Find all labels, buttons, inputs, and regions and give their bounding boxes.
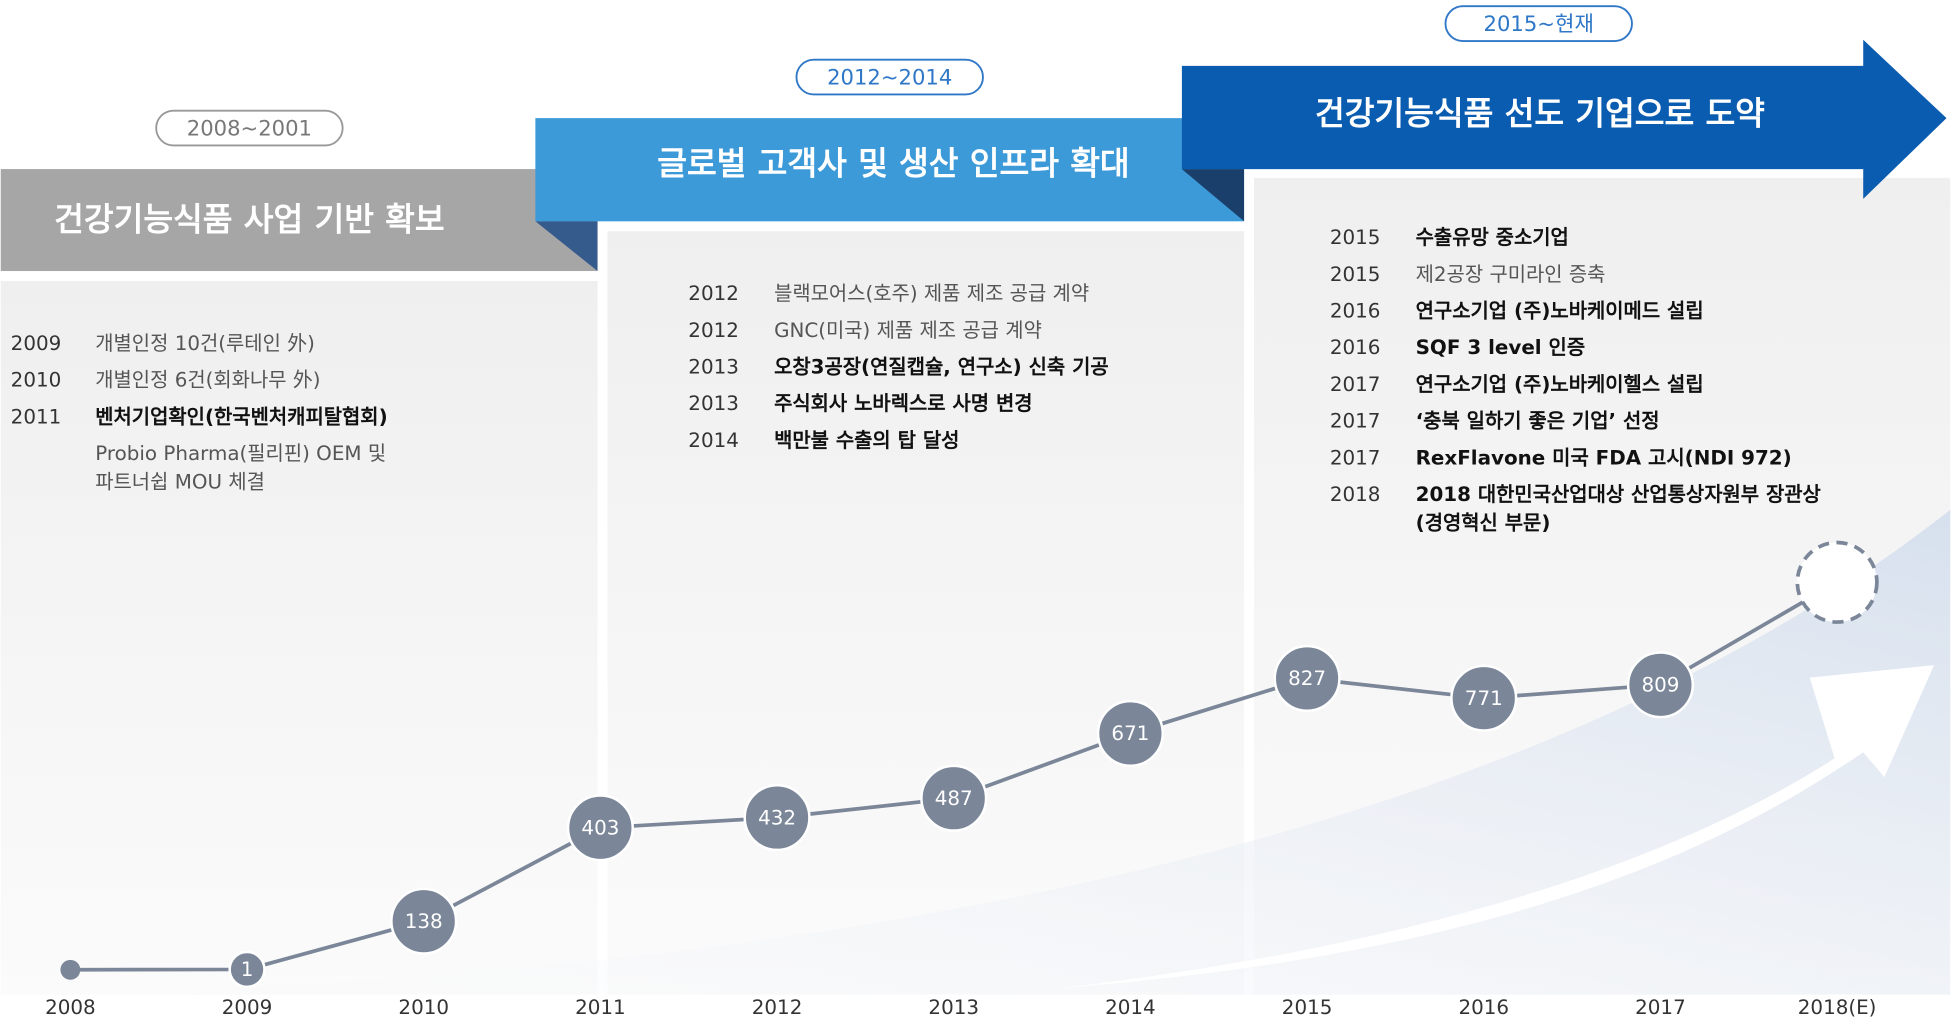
x-tick-label: 2013 bbox=[928, 996, 979, 1019]
point bbox=[1273, 644, 1341, 713]
data-label: 487 bbox=[935, 787, 973, 810]
period-pill bbox=[155, 109, 344, 147]
data-label: 671 bbox=[1111, 722, 1149, 745]
point bbox=[743, 784, 811, 852]
point bbox=[920, 764, 988, 832]
item-text: 주식회사 노바렉스로 사명 변경 bbox=[774, 392, 1032, 415]
item-text: 개별인정 6건(회화나무 外) bbox=[95, 369, 320, 392]
point bbox=[60, 959, 81, 980]
item-text: 연구소기업 (주)노바케이헬스 설립 bbox=[1416, 373, 1704, 396]
item-text: Probio Pharma(필리핀) OEM 및 bbox=[95, 442, 386, 465]
data-label: 403 bbox=[581, 817, 619, 840]
section-title: 글로벌 고객사 및 생산 인프라 확대 bbox=[657, 144, 1129, 182]
panel bbox=[0, 280, 598, 995]
point bbox=[1096, 699, 1164, 767]
period-label: 2012~2014 bbox=[827, 64, 952, 89]
x-tick-label: 2014 bbox=[1105, 996, 1156, 1019]
item-year: 2010 bbox=[11, 369, 62, 392]
item-year: 2016 bbox=[1330, 336, 1381, 359]
timeline: 2008~2001 건강기능식품 사업 기반 확보 2009 개별인정 10건(루테인… bbox=[11, 5, 1821, 535]
item-text: 제2공장 구미라인 증축 bbox=[1416, 263, 1606, 286]
x-tick-label: 2008 bbox=[45, 996, 96, 1019]
x-tick-label: 2015 bbox=[1282, 996, 1333, 1019]
data-label: 809 bbox=[1641, 674, 1679, 697]
period-pill bbox=[795, 58, 984, 96]
item-year: 2013 bbox=[688, 392, 739, 415]
data-label: 432 bbox=[758, 806, 796, 829]
item-year: 2009 bbox=[11, 332, 62, 355]
item-year: 2015 bbox=[1330, 226, 1381, 249]
section-title: 건강기능식품 선도 기업으로 도약 bbox=[1315, 95, 1765, 133]
growth-area bbox=[0, 509, 1951, 995]
data-label: 771 bbox=[1465, 687, 1503, 710]
point bbox=[566, 794, 634, 862]
point bbox=[1450, 664, 1518, 732]
item-year: 2017 bbox=[1330, 373, 1381, 396]
item-year: 2014 bbox=[688, 429, 739, 452]
x-tick-label: 2009 bbox=[222, 996, 273, 1019]
item-text: 개별인정 10건(루테인 外) bbox=[95, 332, 315, 355]
item-text: ‘충북 일하기 좋은 기업’ 선정 bbox=[1416, 410, 1660, 433]
panel bbox=[607, 231, 1245, 995]
x-tick-label: 2012 bbox=[752, 996, 803, 1019]
item-text: 파트너쉽 MOU 체결 bbox=[95, 471, 265, 494]
item-year: 2012 bbox=[688, 319, 739, 342]
item-year: 2018 bbox=[1330, 483, 1381, 506]
item-year: 2017 bbox=[1330, 410, 1381, 433]
period-pill bbox=[1444, 5, 1633, 42]
chart: 2008 2009 1 2010 138 2011 403 2012 432 2013 487 201… bbox=[45, 540, 1879, 1019]
band bbox=[535, 118, 1245, 222]
item-year: 2016 bbox=[1330, 300, 1381, 323]
point bbox=[228, 950, 266, 989]
x-tick-label: 2017 bbox=[1635, 996, 1686, 1019]
point bbox=[390, 887, 458, 955]
item-year: 2012 bbox=[688, 282, 739, 305]
item-text: RexFlavone 미국 FDA 고시(NDI 972) bbox=[1416, 446, 1792, 469]
item-text: 2018 대한민국산업대상 산업통상자원부 장관상 bbox=[1416, 483, 1821, 506]
item-text: SQF 3 level 인증 bbox=[1416, 336, 1585, 359]
x-tick-label: 2010 bbox=[398, 996, 449, 1019]
item-text: 연구소기업 (주)노바케이메드 설립 bbox=[1416, 300, 1704, 323]
item-year: 2013 bbox=[688, 356, 739, 379]
item-text: 벤처기업확인(한국벤처캐피탈협회) bbox=[95, 405, 387, 428]
data-label: 827 bbox=[1288, 667, 1326, 690]
item-text: 수출유망 중소기업 bbox=[1416, 226, 1569, 249]
point bbox=[1626, 651, 1695, 719]
band-arrow bbox=[1181, 39, 1947, 199]
period-label: 2008~2001 bbox=[187, 115, 312, 140]
data-label: 1 bbox=[241, 958, 254, 981]
item-text: 오창3공장(연질캡슐, 연구소) 신축 기공 bbox=[774, 356, 1109, 379]
item-text: (경영혁신 부문) bbox=[1416, 512, 1551, 535]
growth-arrow bbox=[1057, 665, 1935, 989]
item-text: 백만불 수출의 탑 달성 bbox=[774, 429, 959, 452]
item-year: 2011 bbox=[11, 405, 62, 428]
item-year: 2017 bbox=[1330, 446, 1381, 469]
item-year: 2015 bbox=[1330, 263, 1381, 286]
x-tick-label: 2018(E) bbox=[1798, 996, 1877, 1019]
data-label: 138 bbox=[405, 910, 443, 933]
x-tick-label: 2011 bbox=[575, 996, 626, 1019]
band bbox=[0, 169, 598, 272]
x-tick-label: 2016 bbox=[1458, 996, 1509, 1019]
point-estimate bbox=[1795, 540, 1879, 624]
item-text: 블랙모어스(호주) 제품 제조 공급 계약 bbox=[774, 282, 1089, 305]
period-label: 2015~현재 bbox=[1484, 11, 1594, 36]
section-title: 건강기능식품 사업 기반 확보 bbox=[54, 200, 444, 238]
item-text: GNC(미국) 제품 제조 공급 계약 bbox=[774, 319, 1042, 342]
